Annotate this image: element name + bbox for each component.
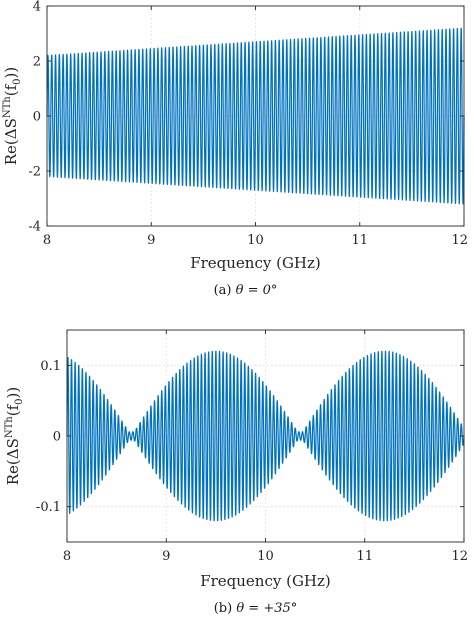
y-tick-label: -4 (28, 220, 41, 235)
y-axis-label-main: Re(ΔS (4, 438, 22, 485)
y-axis-label-arg: (f (4, 403, 22, 416)
y-axis-label: Re(ΔSNTh(f0)) (2, 67, 23, 166)
series-line (46, 27, 465, 205)
subfigure-caption: (b) θ = +35° (214, 601, 298, 616)
x-tick-label: 12 (451, 233, 468, 248)
y-axis-label: Re(ΔSNTh(f0)) (4, 387, 25, 486)
x-tick-label: 11 (351, 233, 368, 248)
caption-prefix: (b) (214, 601, 237, 616)
caption-prefix: (a) (214, 283, 236, 298)
x-axis-label: Frequency (GHz) (190, 254, 321, 272)
x-tick-label: 10 (247, 233, 264, 248)
x-tick-label: 11 (356, 549, 373, 564)
y-axis-label-subscript: 0 (14, 398, 25, 404)
y-axis-label-main: Re(ΔS (2, 118, 20, 165)
y-tick-label: -2 (28, 165, 41, 180)
x-tick-label: 10 (257, 549, 274, 564)
y-tick-label: 0 (33, 110, 41, 125)
y-axis-label-superscript: NTh (2, 96, 13, 118)
y-tick-label: 0 (53, 430, 61, 445)
y-axis-label-subscript: 0 (12, 78, 23, 84)
series-line (66, 350, 465, 522)
y-axis-label-superscript: NTh (4, 416, 15, 438)
x-tick-label: 12 (451, 549, 468, 564)
x-axis-label: Frequency (GHz) (200, 572, 331, 590)
y-tick-label: 4 (33, 0, 41, 15)
y-tick-label: -0.1 (36, 500, 61, 515)
x-tick-label: 9 (162, 549, 170, 564)
y-axis-label-arg: (f (2, 83, 20, 96)
y-tick-label: 2 (33, 55, 41, 70)
x-tick-label: 8 (43, 233, 51, 248)
y-axis-label-close: )) (2, 67, 20, 79)
x-tick-label: 8 (63, 549, 71, 564)
x-tick-label: 9 (147, 233, 155, 248)
subfigure-caption: (a) θ = 0° (214, 283, 278, 298)
chart-panel-a: 8 9 10 11 12 -4 -2 0 2 4 Frequency (GHz) Re(ΔSNTh(f… (2, 0, 468, 298)
y-axis-label-close: )) (4, 387, 22, 399)
y-tick-label: 0.1 (40, 359, 61, 374)
caption-angle: θ = +35° (236, 601, 297, 616)
caption-angle: θ = 0° (236, 283, 278, 298)
